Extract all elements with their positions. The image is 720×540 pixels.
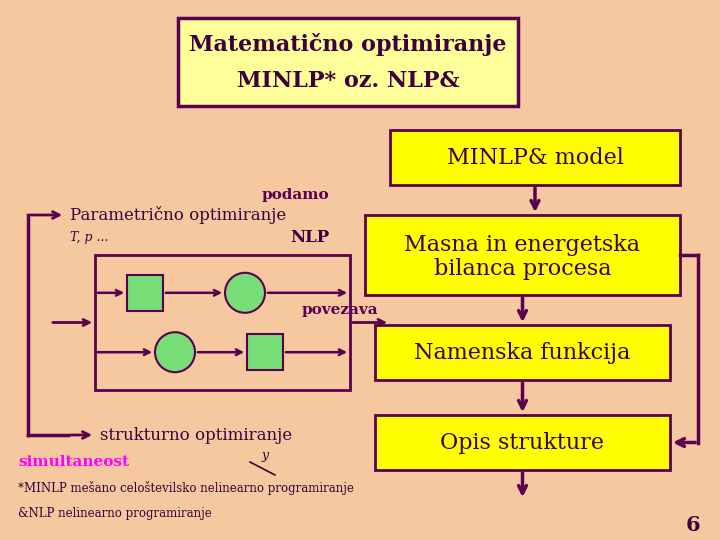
Text: T, p ...: T, p ... (70, 231, 109, 244)
FancyBboxPatch shape (178, 18, 518, 106)
Text: &NLP nelinearno programiranje: &NLP nelinearno programiranje (18, 507, 212, 519)
FancyBboxPatch shape (247, 334, 283, 370)
FancyBboxPatch shape (390, 130, 680, 185)
Text: Matematično optimiranje: Matematično optimiranje (189, 33, 507, 56)
Text: Masna in energetska: Masna in energetska (405, 234, 641, 256)
Text: strukturno optimiranje: strukturno optimiranje (100, 427, 292, 443)
Text: MINLP& model: MINLP& model (446, 146, 624, 168)
Text: Namenska funkcija: Namenska funkcija (414, 341, 631, 363)
Text: simultaneost: simultaneost (18, 455, 129, 469)
Circle shape (155, 332, 195, 372)
Text: povezava: povezava (302, 303, 378, 317)
Text: bilanca procesa: bilanca procesa (433, 258, 611, 280)
Text: podamo: podamo (261, 188, 329, 202)
Text: *MINLP mešano celoštevilsko nelinearno programiranje: *MINLP mešano celoštevilsko nelinearno p… (18, 481, 354, 495)
Text: Parametrično optimiranje: Parametrično optimiranje (70, 206, 287, 224)
FancyBboxPatch shape (127, 275, 163, 311)
Text: Opis strukture: Opis strukture (441, 431, 605, 454)
FancyBboxPatch shape (365, 215, 680, 295)
Text: NLP: NLP (290, 228, 329, 246)
FancyBboxPatch shape (375, 325, 670, 380)
Text: y: y (261, 449, 269, 462)
Text: MINLP* oz. NLP&: MINLP* oz. NLP& (237, 70, 459, 92)
Circle shape (225, 273, 265, 313)
Text: 6: 6 (685, 515, 700, 535)
FancyBboxPatch shape (375, 415, 670, 470)
